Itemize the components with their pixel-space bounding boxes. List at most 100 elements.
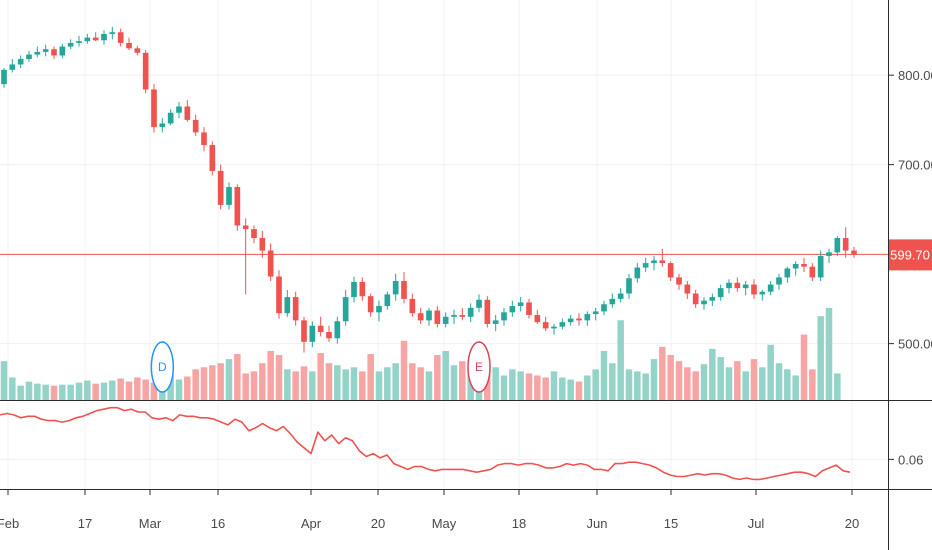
- candle[interactable]: [601, 300, 607, 315]
- candle[interactable]: [401, 272, 407, 304]
- candle[interactable]: [226, 182, 232, 210]
- candle[interactable]: [567, 314, 574, 326]
- candle[interactable]: [51, 46, 57, 60]
- candle[interactable]: [34, 46, 41, 58]
- candle[interactable]: [326, 325, 332, 342]
- candle[interactable]: [117, 28, 124, 47]
- candle[interactable]: [501, 307, 507, 326]
- candle[interactable]: [759, 289, 766, 301]
- candle[interactable]: [209, 141, 216, 176]
- candlesticks[interactable]: [1, 26, 857, 353]
- candle[interactable]: [184, 100, 191, 122]
- candle[interactable]: [542, 316, 549, 332]
- event-marker[interactable]: D: [150, 341, 175, 393]
- candle[interactable]: [126, 37, 132, 51]
- candle[interactable]: [517, 297, 524, 312]
- candle[interactable]: [526, 298, 532, 319]
- candle[interactable]: [801, 257, 807, 273]
- candle[interactable]: [509, 300, 516, 317]
- candle[interactable]: [701, 297, 707, 310]
- candle[interactable]: [576, 313, 582, 326]
- candle[interactable]: [659, 248, 666, 267]
- candle[interactable]: [292, 291, 299, 326]
- candle[interactable]: [651, 255, 657, 271]
- candle[interactable]: [617, 288, 624, 303]
- candle[interactable]: [751, 279, 757, 299]
- candle[interactable]: [676, 273, 682, 290]
- candle[interactable]: [717, 284, 724, 301]
- candle[interactable]: [551, 323, 557, 335]
- candle[interactable]: [301, 316, 307, 353]
- candle[interactable]: [742, 280, 749, 296]
- candle[interactable]: [559, 318, 566, 330]
- candle[interactable]: [426, 307, 432, 326]
- candle[interactable]: [692, 289, 699, 308]
- candle[interactable]: [242, 218, 249, 295]
- candle[interactable]: [42, 44, 49, 57]
- candle[interactable]: [817, 250, 824, 281]
- candle[interactable]: [442, 312, 449, 328]
- candle[interactable]: [76, 35, 82, 47]
- candle[interactable]: [609, 293, 616, 308]
- candle[interactable]: [92, 32, 99, 42]
- candle[interactable]: [9, 59, 16, 73]
- candle[interactable]: [826, 248, 832, 264]
- candle[interactable]: [626, 273, 632, 299]
- candle[interactable]: [809, 263, 816, 281]
- candle[interactable]: [842, 227, 849, 258]
- candle[interactable]: [409, 293, 416, 317]
- candle[interactable]: [784, 266, 791, 283]
- candle[interactable]: [342, 289, 349, 326]
- candle[interactable]: [359, 277, 366, 301]
- candle[interactable]: [267, 243, 274, 281]
- event-marker[interactable]: E: [467, 341, 491, 393]
- candle[interactable]: [417, 307, 424, 324]
- candle[interactable]: [476, 294, 482, 313]
- candle[interactable]: [234, 184, 241, 231]
- time-axis[interactable]: Feb 17 Mar 16 Apr 20 May 18 Jun 15 Jul 20: [0, 489, 859, 531]
- candle[interactable]: [151, 84, 157, 133]
- candle[interactable]: [142, 50, 149, 94]
- candle[interactable]: [26, 51, 32, 62]
- candle[interactable]: [384, 291, 391, 310]
- candle[interactable]: [734, 277, 741, 292]
- candle[interactable]: [592, 307, 599, 321]
- candle[interactable]: [251, 225, 257, 244]
- candle[interactable]: [709, 293, 716, 307]
- candle[interactable]: [84, 34, 91, 44]
- candle[interactable]: [67, 39, 74, 50]
- candle[interactable]: [217, 164, 224, 210]
- candle[interactable]: [834, 236, 841, 256]
- candle[interactable]: [101, 30, 107, 45]
- candle[interactable]: [284, 289, 291, 317]
- candle[interactable]: [776, 273, 782, 290]
- candle[interactable]: [259, 230, 266, 258]
- candle[interactable]: [667, 261, 674, 281]
- candle[interactable]: [1, 68, 7, 88]
- candle[interactable]: [201, 127, 207, 152]
- candle[interactable]: [17, 55, 24, 69]
- candle[interactable]: [309, 321, 316, 348]
- candle[interactable]: [276, 270, 282, 319]
- candle[interactable]: [351, 276, 357, 303]
- candle[interactable]: [317, 316, 324, 337]
- candle[interactable]: [367, 293, 374, 317]
- candle[interactable]: [451, 309, 457, 324]
- candle[interactable]: [792, 261, 799, 276]
- candle[interactable]: [642, 257, 649, 273]
- candle[interactable]: [459, 307, 466, 321]
- candle[interactable]: [334, 316, 341, 344]
- candle[interactable]: [159, 118, 166, 133]
- candle[interactable]: [134, 45, 141, 56]
- candle[interactable]: [492, 314, 499, 332]
- candle[interactable]: [109, 26, 116, 40]
- candle[interactable]: [376, 300, 382, 322]
- candle[interactable]: [584, 311, 591, 326]
- candle[interactable]: [851, 246, 857, 258]
- candle[interactable]: [434, 306, 441, 328]
- price-axis[interactable]: 800.00 700.00 500.00 0.06: [888, 68, 932, 467]
- candle[interactable]: [167, 109, 174, 126]
- candle[interactable]: [467, 303, 474, 323]
